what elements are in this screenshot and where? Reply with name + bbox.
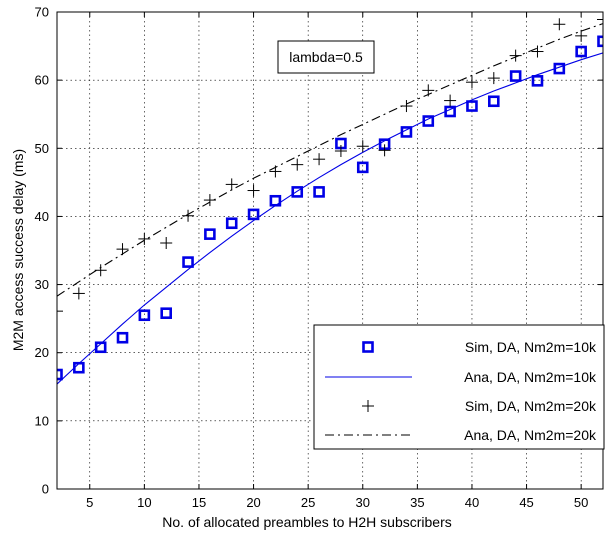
data-point-square (116, 331, 129, 344)
x-tick-label: 35 (410, 495, 424, 510)
data-point-plus (553, 18, 566, 31)
data-point-plus (160, 237, 173, 250)
y-tick-label: 40 (35, 209, 49, 224)
x-tick-label: 50 (574, 495, 588, 510)
data-point-plus (465, 76, 478, 89)
data-point-square (356, 161, 369, 174)
data-point-plus (138, 232, 151, 245)
plot-frame (56, 11, 604, 490)
x-tick-label: 10 (137, 495, 151, 510)
y-tick-label: 20 (35, 345, 49, 360)
data-point-plus (487, 72, 500, 85)
tick-labels: 5 10 15 20 25 30 35 40 45 50 0 10 20 30 40 50 60 70 (35, 5, 589, 511)
data-point-square (160, 307, 172, 319)
x-tick-label: 20 (246, 495, 260, 510)
x-axis-label: No. of allocated preambles to H2H subscr… (162, 514, 451, 530)
legend-label: Sim, DA, Nm2m=20k (465, 398, 597, 414)
data-point-square (204, 228, 216, 240)
legend-label: Ana, DA, Nm2m=20k (464, 427, 597, 443)
y-tick-label: 30 (35, 277, 49, 292)
data-point-plus (57, 305, 63, 318)
data-point-plus (597, 13, 603, 26)
annotation-text: lambda=0.5 (289, 49, 363, 65)
data-point-plus (116, 243, 129, 256)
series-3 (57, 13, 603, 318)
data-point-square (313, 186, 325, 198)
data-point-plus (509, 49, 522, 62)
y-axis-label: M2M access success delay (ms) (10, 149, 26, 351)
data-point-square (487, 95, 500, 108)
data-point-plus (247, 184, 260, 197)
legend-label: Ana, DA, Nm2m=10k (464, 369, 597, 385)
data-point-square (138, 309, 151, 322)
y-tick-label: 70 (35, 5, 49, 20)
x-tick-label: 45 (519, 495, 533, 510)
x-tick-label: 5 (86, 495, 93, 510)
series-line (57, 23, 603, 297)
data-point-square (73, 361, 85, 374)
series-2 (57, 52, 603, 385)
x-tick-label: 40 (465, 495, 479, 510)
y-tick-label: 10 (35, 413, 49, 428)
data-point-plus (356, 140, 369, 153)
data-point-square (57, 368, 63, 381)
series-layer (57, 13, 603, 385)
data-point-square (182, 256, 194, 268)
data-point-square (597, 35, 603, 48)
series-1 (57, 35, 603, 381)
y-tick-label: 50 (35, 141, 49, 156)
x-tick-label: 15 (192, 495, 206, 510)
annotation-box: lambda=0.5 (277, 40, 375, 74)
data-point-square (531, 75, 544, 87)
legend-marker-square (362, 341, 374, 353)
data-point-square (466, 100, 478, 112)
series-line (57, 52, 603, 385)
legend: Sim, DA, Nm2m=10k Ana, DA, Nm2m=10k Sim, D… (313, 324, 605, 450)
data-point-plus (225, 178, 238, 191)
data-point-plus (291, 158, 304, 171)
data-point-plus (531, 45, 544, 58)
data-point-square (575, 45, 587, 58)
data-point-square (291, 186, 304, 198)
data-point-plus (94, 264, 107, 277)
data-point-plus (334, 145, 347, 158)
data-point-plus (313, 153, 326, 166)
data-point-plus (72, 287, 85, 300)
legend-label: Sim, DA, Nm2m=10k (465, 339, 597, 355)
data-point-square (509, 70, 522, 82)
data-point-square (247, 208, 260, 221)
series-4 (57, 23, 603, 297)
x-tick-label: 30 (356, 495, 370, 510)
legend-marker-plus (362, 400, 374, 412)
y-tick-label: 60 (35, 73, 49, 88)
axes-layer (56, 11, 604, 490)
data-point-plus (378, 144, 391, 157)
data-point-plus (575, 29, 588, 42)
data-point-plus (182, 209, 195, 222)
x-tick-label: 25 (301, 495, 315, 510)
data-point-square (225, 217, 238, 230)
y-tick-label: 0 (42, 482, 49, 497)
data-point-plus (444, 94, 457, 107)
